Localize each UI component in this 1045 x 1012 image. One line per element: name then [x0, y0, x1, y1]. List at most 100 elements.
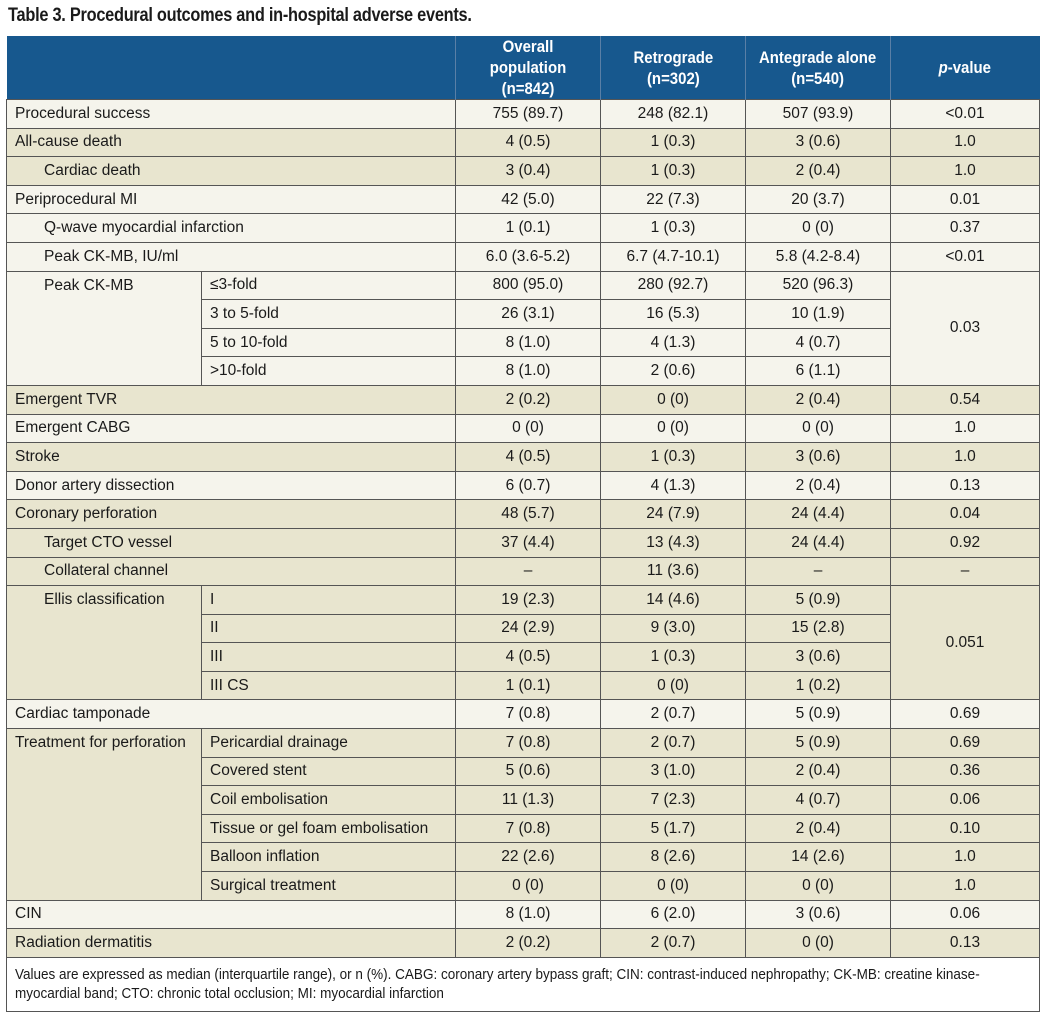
cell-antegrade: 14 (2.6) — [745, 842, 891, 873]
cell-overall: 8 (1.0) — [455, 899, 601, 930]
cell-retrograde: 7 (2.3) — [600, 785, 746, 815]
header-retrograde: Retrograde (n=302) — [600, 36, 746, 100]
table-row: Collateral channel – 11 (3.6) – – — [6, 556, 1040, 587]
cell-p-value: 1.0 — [890, 156, 1040, 186]
cell-retrograde: 1 (0.3) — [600, 127, 746, 158]
row-sublabel: I — [201, 585, 456, 615]
cell-retrograde: 2 (0.6) — [600, 356, 746, 386]
cell-overall: – — [455, 556, 601, 587]
row-sublabel: Covered stent — [201, 756, 456, 787]
cell-p-value: 0.06 — [890, 899, 1040, 930]
row-label: Cardiac tamponade — [6, 699, 456, 730]
cell-p-value: 0.36 — [890, 756, 1040, 787]
table-row: >10-fold 8 (1.0) 2 (0.6) 6 (1.1) — [7, 356, 1040, 386]
table-row: Donor artery dissection 6 (0.7) 4 (1.3) … — [6, 470, 1040, 501]
table-row: Coronary perforation 48 (5.7) 24 (7.9) 2… — [6, 499, 1040, 529]
cell-overall: 4 (0.5) — [455, 127, 601, 158]
row-label: Procedural success — [6, 99, 456, 129]
row-label: Q-wave myocardial infarction — [6, 213, 456, 243]
row-label: Radiation dermatitis — [6, 928, 456, 958]
table-row: Target CTO vessel 37 (4.4) 13 (4.3) 24 (… — [6, 527, 1040, 558]
cell-antegrade: 0 (0) — [745, 871, 891, 901]
cell-retrograde: 2 (0.7) — [600, 928, 746, 958]
table-row: Balloon inflation 22 (2.6) 8 (2.6) 14 (2… — [7, 842, 1040, 873]
cell-p-value: 1.0 — [890, 871, 1040, 901]
cell-overall: 4 (0.5) — [455, 642, 601, 672]
cell-retrograde: 2 (0.7) — [600, 699, 746, 730]
table-row: Peak CK-MB, IU/ml 6.0 (3.6-5.2) 6.7 (4.7… — [6, 241, 1040, 272]
cell-p-value: 1.0 — [890, 442, 1040, 472]
cell-retrograde: 0 (0) — [600, 384, 746, 415]
cell-overall: 7 (0.8) — [455, 728, 601, 758]
cell-overall: 11 (1.3) — [455, 785, 601, 815]
row-group-label: Treatment for perforation — [6, 728, 202, 901]
cell-overall: 755 (89.7) — [455, 99, 601, 129]
cell-retrograde: 2 (0.7) — [600, 728, 746, 758]
cell-antegrade: 3 (0.6) — [745, 642, 891, 672]
cell-p-value: 0.37 — [890, 213, 1040, 243]
table-row: Q-wave myocardial infarction 1 (0.1) 1 (… — [6, 213, 1040, 243]
table-caption: Table 3. Procedural outcomes and in-hosp… — [8, 5, 472, 26]
cell-overall: 19 (2.3) — [455, 585, 601, 615]
header-p-value: p-value — [890, 36, 1040, 100]
cell-antegrade: 5 (0.9) — [745, 699, 891, 730]
cell-overall: 1 (0.1) — [455, 670, 601, 701]
row-group-label: Peak CK-MB — [6, 270, 202, 386]
cell-retrograde: 11 (3.6) — [600, 556, 746, 587]
table-row: Cardiac death 3 (0.4) 1 (0.3) 2 (0.4) 1.… — [6, 156, 1040, 186]
cell-antegrade: 507 (93.9) — [745, 99, 891, 129]
cell-p-value: 1.0 — [890, 127, 1040, 158]
cell-retrograde: 0 (0) — [600, 871, 746, 901]
table-row: Covered stent 5 (0.6) 3 (1.0) 2 (0.4) 0.… — [7, 756, 1040, 787]
table-row: Procedural success 755 (89.7) 248 (82.1)… — [6, 99, 1040, 129]
row-label: All-cause death — [6, 127, 456, 158]
row-sublabel: 3 to 5-fold — [201, 299, 456, 329]
table-row: Periprocedural MI 42 (5.0) 22 (7.3) 20 (… — [6, 184, 1040, 215]
table-row: Radiation dermatitis 2 (0.2) 2 (0.7) 0 (… — [6, 928, 1040, 958]
row-sublabel: III CS — [201, 670, 456, 701]
cell-overall: 48 (5.7) — [455, 499, 601, 529]
cell-overall: 3 (0.4) — [455, 156, 601, 186]
cell-retrograde: 0 (0) — [600, 670, 746, 701]
cell-overall: 7 (0.8) — [455, 813, 601, 844]
row-sublabel: III — [201, 642, 456, 672]
cell-p-value: 0.06 — [890, 785, 1040, 815]
row-label: Emergent TVR — [6, 384, 456, 415]
cell-antegrade: 3 (0.6) — [745, 899, 891, 930]
cell-antegrade: 10 (1.9) — [745, 299, 891, 329]
cell-retrograde: 1 (0.3) — [600, 442, 746, 472]
cell-retrograde: 8 (2.6) — [600, 842, 746, 873]
cell-antegrade: 3 (0.6) — [745, 442, 891, 472]
cell-overall: 5 (0.6) — [455, 756, 601, 787]
table-row: 5 to 10-fold 8 (1.0) 4 (1.3) 4 (0.7) — [7, 327, 1040, 358]
table-row: Ellis classification I 19 (2.3) 14 (4.6)… — [6, 585, 1040, 701]
table-row: Stroke 4 (0.5) 1 (0.3) 3 (0.6) 1.0 — [6, 442, 1040, 472]
cell-overall: 0 (0) — [455, 871, 601, 901]
cell-overall: 8 (1.0) — [455, 327, 601, 358]
cell-antegrade: 0 (0) — [745, 213, 891, 243]
cell-overall: 26 (3.1) — [455, 299, 601, 329]
table-row: CIN 8 (1.0) 6 (2.0) 3 (0.6) 0.06 — [6, 899, 1040, 930]
cell-antegrade: 2 (0.4) — [745, 470, 891, 501]
cell-retrograde: 22 (7.3) — [600, 184, 746, 215]
cell-p-value: 0.13 — [890, 928, 1040, 958]
row-sublabel: Surgical treatment — [201, 871, 456, 901]
header-blank — [6, 36, 456, 100]
cell-overall: 42 (5.0) — [455, 184, 601, 215]
cell-antegrade: 2 (0.4) — [745, 156, 891, 186]
cell-antegrade: 5 (0.9) — [745, 585, 891, 615]
cell-overall: 6 (0.7) — [455, 470, 601, 501]
row-sublabel: II — [201, 613, 456, 644]
cell-retrograde: 16 (5.3) — [600, 299, 746, 329]
row-label: Stroke — [6, 442, 456, 472]
cell-antegrade: – — [745, 556, 891, 587]
table-row: III 4 (0.5) 1 (0.3) 3 (0.6) — [7, 642, 1040, 672]
cell-overall: 37 (4.4) — [455, 527, 601, 558]
table-row: 3 to 5-fold 26 (3.1) 16 (5.3) 10 (1.9) — [7, 299, 1040, 329]
row-label: Peak CK-MB, IU/ml — [6, 241, 456, 272]
cell-p-value: – — [890, 556, 1040, 587]
table-header-row: Overall population (n=842) Retrograde (n=3… — [6, 36, 1040, 100]
row-label: Donor artery dissection — [6, 470, 456, 501]
table-row: Cardiac tamponade 7 (0.8) 2 (0.7) 5 (0.9… — [6, 699, 1040, 730]
table-row: All-cause death 4 (0.5) 1 (0.3) 3 (0.6) … — [6, 127, 1040, 158]
